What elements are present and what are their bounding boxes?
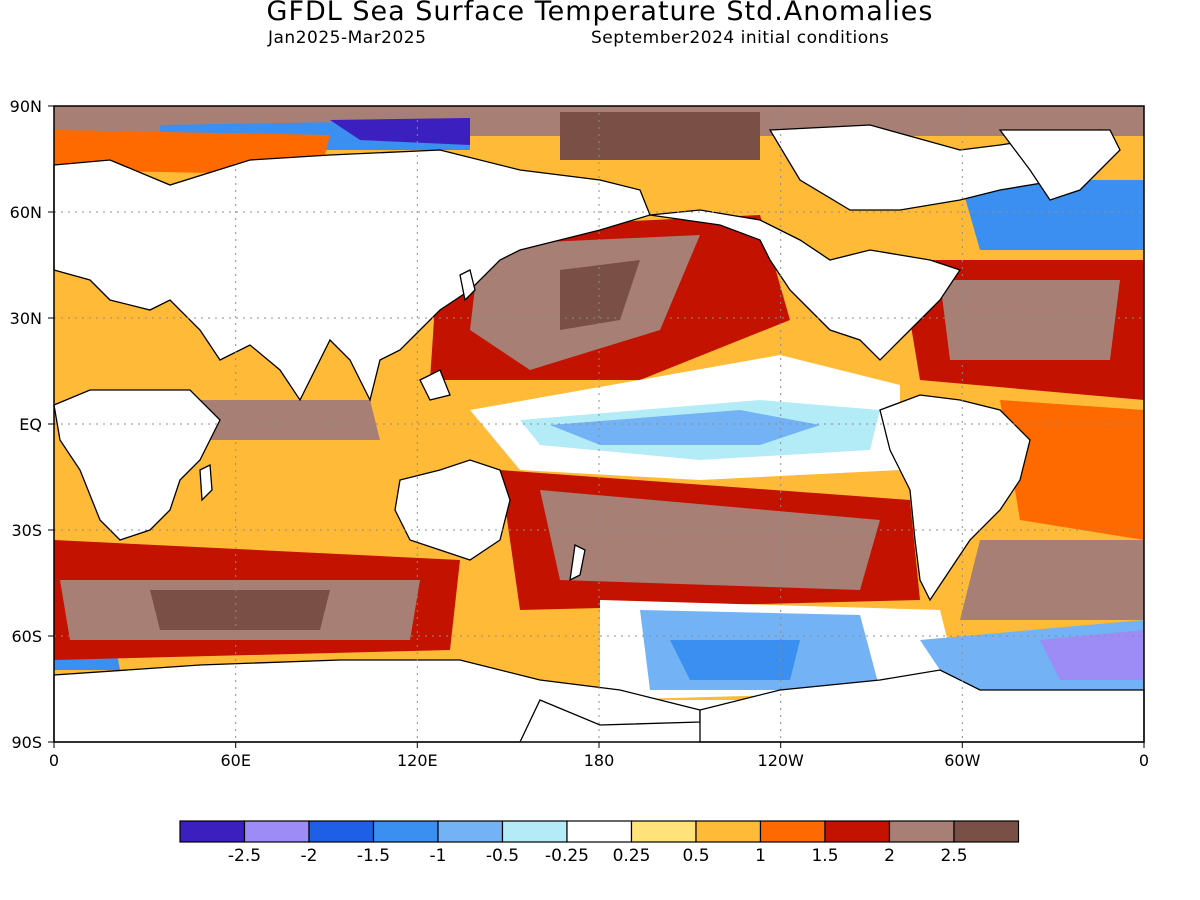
colorbar-label: 1.5 bbox=[811, 846, 838, 866]
chart-title: GFDL Sea Surface Temperature Std.Anomali… bbox=[266, 0, 934, 27]
colorbar-swatch bbox=[953, 820, 1020, 843]
lon-label-0-east: 0 bbox=[1139, 751, 1149, 770]
colorbar-label: -0.5 bbox=[486, 846, 519, 866]
colorbar-swatch bbox=[759, 820, 826, 843]
colorbar-swatch bbox=[566, 820, 633, 843]
colorbar-label: -1 bbox=[430, 846, 447, 866]
lat-label-30s: 30S bbox=[11, 521, 42, 540]
lat-label-60s: 60S bbox=[11, 627, 42, 646]
colorbar-swatch bbox=[179, 820, 246, 843]
season-subtitle: Jan2025-Mar2025 bbox=[268, 28, 427, 48]
lat-label-90s: 90S bbox=[11, 733, 42, 752]
colorbar-label: -2 bbox=[301, 846, 318, 866]
colorbar-swatch bbox=[437, 820, 504, 843]
lat-label-eq: EQ bbox=[19, 415, 42, 434]
colorbar-label: -0.25 bbox=[545, 846, 589, 866]
colorbar-swatch bbox=[372, 820, 439, 843]
colorbar-swatch bbox=[501, 820, 568, 843]
lat-label-30n: 30N bbox=[10, 309, 42, 328]
colorbar-swatch bbox=[888, 820, 955, 843]
lon-label-120e: 120E bbox=[397, 751, 438, 770]
lon-label-180: 180 bbox=[584, 751, 615, 770]
initial-conditions-subtitle: September2024 initial conditions bbox=[591, 28, 890, 48]
colorbar-label: 2 bbox=[884, 846, 895, 866]
colorbar-swatch bbox=[824, 820, 891, 843]
lon-label-60e: 60E bbox=[220, 751, 250, 770]
colorbar-swatch bbox=[630, 820, 697, 843]
colorbar-swatch bbox=[695, 820, 762, 843]
colorbar-label: -2.5 bbox=[228, 846, 261, 866]
colorbar-swatch bbox=[243, 820, 310, 843]
colorbar-label: 1 bbox=[755, 846, 766, 866]
colorbar-label: 2.5 bbox=[940, 846, 967, 866]
colorbar-label: 0.5 bbox=[682, 846, 709, 866]
lon-label-0: 0 bbox=[49, 751, 59, 770]
lat-label-60n: 60N bbox=[10, 203, 42, 222]
colorbar-swatch bbox=[308, 820, 375, 843]
lon-label-120w: 120W bbox=[758, 751, 805, 770]
colorbar: -2.5 -2 -1.5 -1 -0.5 -0.25 0.25 0.5 1 1.5 2 2.5 bbox=[179, 820, 1020, 866]
colorbar-label: 0.25 bbox=[613, 846, 651, 866]
gridlines bbox=[54, 106, 1144, 742]
colorbar-label: -1.5 bbox=[357, 846, 390, 866]
tick-marks bbox=[48, 105, 1145, 748]
lat-label-90n: 90N bbox=[10, 97, 42, 116]
lon-label-60w: 60W bbox=[944, 751, 980, 770]
